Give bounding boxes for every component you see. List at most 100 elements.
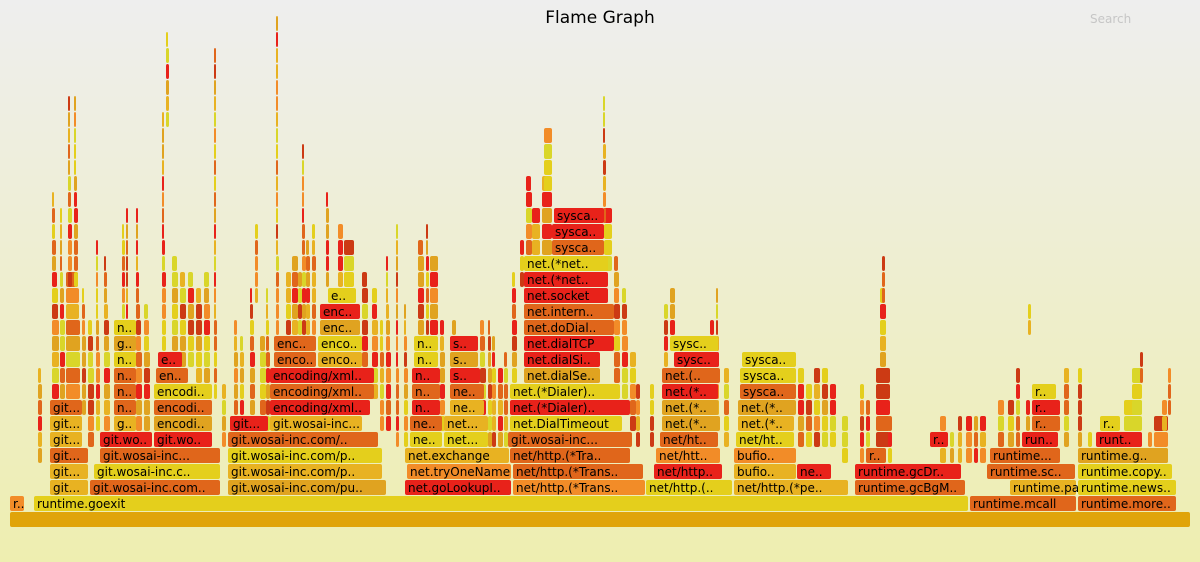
flame-stack-frame[interactable] [82, 288, 84, 303]
flame-frame[interactable] [734, 480, 848, 495]
flame-frame[interactable] [554, 208, 604, 223]
flame-stack-frame[interactable] [136, 352, 142, 367]
flame-stack-frame[interactable] [96, 272, 98, 287]
flame-stack-frame[interactable] [326, 224, 329, 239]
flame-stack-frame[interactable] [888, 416, 892, 431]
flame-frame[interactable] [662, 384, 718, 399]
flame-frame[interactable] [855, 464, 961, 479]
flame-stack-frame[interactable] [512, 320, 517, 335]
flame-stack-frame[interactable] [96, 336, 99, 351]
flame-stack-frame[interactable] [614, 336, 620, 351]
flame-stack-frame[interactable] [52, 224, 55, 239]
flame-frame[interactable] [230, 416, 268, 431]
flame-stack-frame[interactable] [1016, 384, 1020, 399]
flame-frame[interactable] [736, 432, 794, 447]
flame-stack-frame[interactable] [60, 224, 62, 239]
flame-frame[interactable] [740, 384, 796, 399]
flame-stack-frame[interactable] [82, 320, 85, 335]
flame-frame[interactable] [320, 304, 360, 319]
flame-stack-frame[interactable] [104, 416, 110, 431]
flame-stack-frame[interactable] [326, 272, 329, 287]
flame-stack-frame[interactable] [196, 336, 202, 351]
flame-stack-frame[interactable] [126, 224, 128, 239]
flame-stack-frame[interactable] [172, 336, 178, 351]
flame-stack-frame[interactable] [480, 320, 484, 335]
flame-frame[interactable] [410, 432, 442, 447]
flame-frame[interactable] [662, 416, 720, 431]
flame-stack-frame[interactable] [344, 256, 354, 271]
flame-stack-frame[interactable] [292, 256, 298, 271]
flame-stack-frame[interactable] [426, 288, 429, 303]
flame-stack-frame[interactable] [74, 176, 77, 191]
flame-frame[interactable] [662, 368, 720, 383]
flame-stack-frame[interactable] [276, 16, 278, 31]
flame-stack-frame[interactable] [214, 208, 216, 223]
flame-stack-frame[interactable] [204, 368, 210, 383]
flame-stack-frame[interactable] [68, 128, 70, 143]
flame-frame[interactable] [444, 432, 488, 447]
flame-stack-frame[interactable] [876, 384, 890, 399]
flame-stack-frame[interactable] [234, 368, 238, 383]
flame-stack-frame[interactable] [426, 240, 428, 255]
flame-frame[interactable] [510, 400, 630, 415]
flame-frame[interactable] [1032, 400, 1060, 415]
flame-stack-frame[interactable] [240, 384, 244, 399]
flame-stack-frame[interactable] [162, 128, 164, 143]
flame-frame[interactable] [318, 352, 362, 367]
flame-stack-frame[interactable] [426, 304, 429, 319]
flame-stack-frame[interactable] [188, 288, 194, 303]
flame-stack-frame[interactable] [88, 416, 94, 431]
flame-stack-frame[interactable] [492, 368, 496, 383]
flame-stack-frame[interactable] [386, 304, 389, 319]
flame-stack-frame[interactable] [830, 432, 836, 447]
flame-stack-frame[interactable] [250, 368, 255, 383]
flame-stack-frame[interactable] [980, 432, 986, 447]
flame-stack-frame[interactable] [60, 368, 65, 383]
flame-stack-frame[interactable] [68, 224, 72, 239]
flame-stack-frame[interactable] [306, 304, 310, 319]
flame-stack-frame[interactable] [344, 272, 354, 287]
flame-stack-frame[interactable] [286, 272, 291, 287]
flame-stack-frame[interactable] [430, 288, 438, 303]
flame-stack-frame[interactable] [526, 192, 532, 207]
flame-stack-frame[interactable] [286, 288, 291, 303]
flame-stack-frame[interactable] [636, 416, 640, 431]
flame-stack-frame[interactable] [162, 304, 166, 319]
flame-stack-frame[interactable] [974, 416, 978, 431]
flame-frame[interactable] [156, 368, 188, 383]
flame-stack-frame[interactable] [418, 272, 424, 287]
flame-stack-frame[interactable] [430, 256, 438, 271]
flame-stack-frame[interactable] [798, 400, 804, 415]
flame-stack-frame[interactable] [724, 384, 729, 399]
flame-stack-frame[interactable] [1064, 432, 1069, 447]
flame-stack-frame[interactable] [526, 208, 532, 223]
flame-frame[interactable] [34, 496, 968, 511]
flame-stack-frame[interactable] [74, 96, 76, 111]
flame-stack-frame[interactable] [958, 448, 962, 463]
flame-stack-frame[interactable] [326, 208, 329, 223]
flame-stack-frame[interactable] [162, 176, 164, 191]
flame-stack-frame[interactable] [344, 240, 354, 255]
flame-frame[interactable] [50, 416, 82, 431]
flame-stack-frame[interactable] [172, 288, 178, 303]
flame-stack-frame[interactable] [1026, 400, 1030, 415]
flame-stack-frame[interactable] [306, 288, 310, 303]
flame-frame[interactable] [524, 304, 614, 319]
flame-stack-frame[interactable] [312, 320, 316, 335]
flame-stack-frame[interactable] [144, 368, 150, 383]
flame-stack-frame[interactable] [68, 256, 72, 271]
flame-stack-frame[interactable] [276, 176, 278, 191]
flame-stack-frame[interactable] [74, 160, 76, 175]
flame-frame[interactable] [1032, 416, 1060, 431]
flame-stack-frame[interactable] [404, 416, 408, 431]
flame-stack-frame[interactable] [822, 400, 828, 415]
flame-stack-frame[interactable] [306, 256, 310, 271]
flame-stack-frame[interactable] [66, 336, 80, 351]
flame-frame[interactable] [524, 272, 608, 287]
flame-stack-frame[interactable] [52, 240, 56, 255]
flame-stack-frame[interactable] [162, 144, 164, 159]
flame-stack-frame[interactable] [488, 432, 492, 447]
flame-stack-frame[interactable] [68, 240, 72, 255]
flame-stack-frame[interactable] [724, 432, 729, 447]
flame-stack-frame[interactable] [998, 400, 1004, 415]
